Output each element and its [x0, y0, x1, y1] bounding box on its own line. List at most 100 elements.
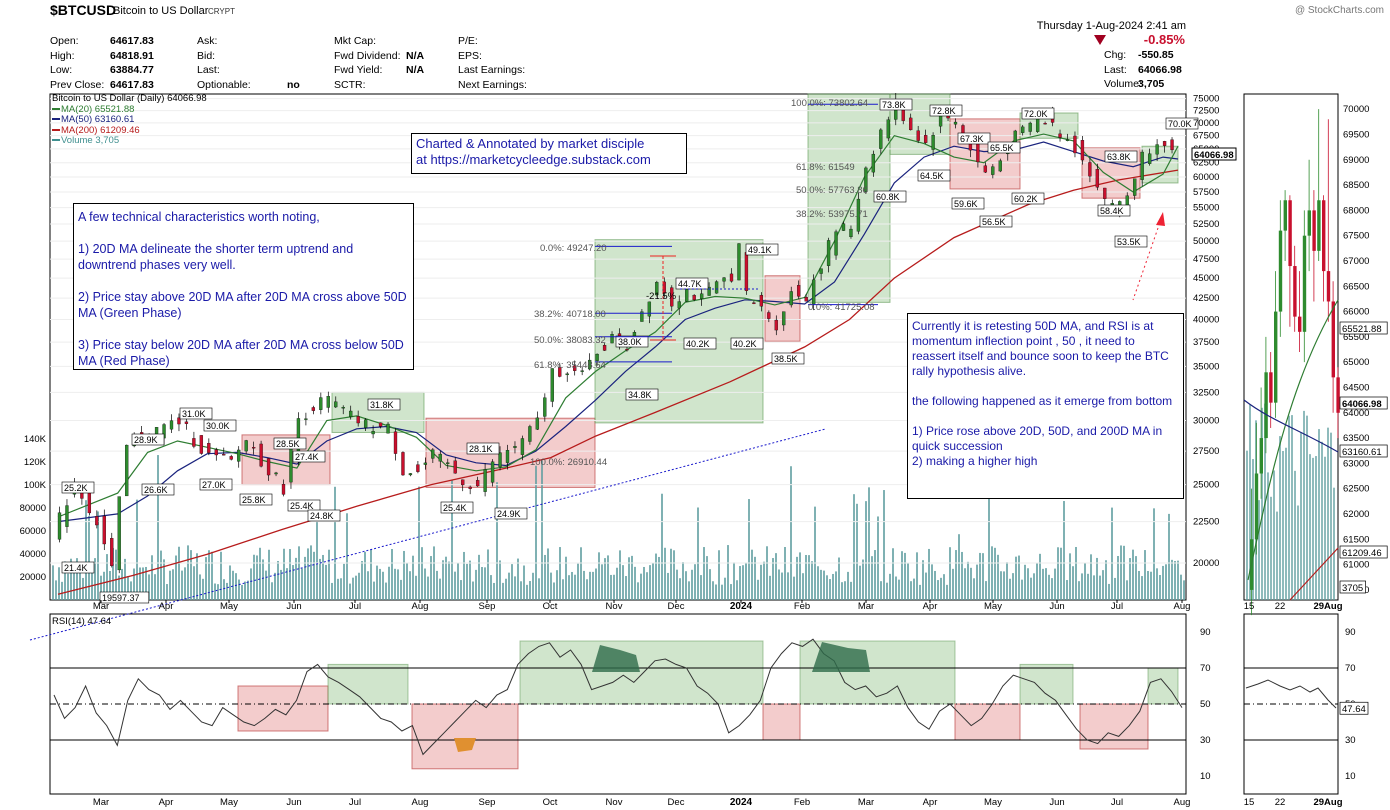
quote-label: Fwd Dividend:: [334, 49, 401, 62]
zoom-candle-body: [1336, 377, 1340, 413]
volume-bar: [697, 507, 699, 600]
candle-body: [640, 311, 644, 322]
price-label-box: [307, 509, 341, 522]
zoom-x-label-rsi: 29Aug: [1313, 797, 1342, 808]
quote-value: no: [287, 78, 300, 91]
volume-bar: [745, 562, 747, 600]
volume-bar: [589, 571, 591, 600]
volume-bar: [823, 570, 825, 600]
volume-bar: [811, 561, 813, 600]
candle-body: [647, 301, 652, 317]
quote-row: Low: 63884.77: [50, 63, 154, 78]
volume-bar: [142, 567, 144, 600]
price-axis-tick: 25000: [1193, 480, 1219, 491]
volume-bar: [898, 579, 900, 600]
candle-body: [692, 295, 696, 301]
stockcharts-credit[interactable]: @ StockCharts.com: [1294, 5, 1384, 16]
volume-bar: [181, 570, 183, 600]
volume-bar: [952, 568, 954, 600]
rsi-axis-tick: 90: [1200, 627, 1211, 638]
volume-bar: [583, 570, 585, 600]
volume-bar: [481, 567, 483, 600]
zoom-axis-tick: 64000: [1343, 408, 1369, 419]
zoom-volume-bar: [1327, 427, 1329, 600]
volume-bar: [394, 568, 396, 600]
datetime: Thursday 1-Aug-2024 2:41 am: [1036, 20, 1186, 32]
volume-bar: [151, 555, 153, 600]
price-label-box: [287, 499, 321, 512]
legend-item: Volume 3,705: [52, 135, 207, 147]
candle-body: [199, 435, 204, 454]
volume-bar: [226, 582, 228, 600]
volume-bar: [883, 490, 885, 600]
volume-bar: [502, 582, 504, 600]
candle-body: [811, 279, 816, 305]
candle-body: [744, 252, 749, 291]
volume-bar: [595, 568, 597, 600]
zoom-rsi-tick: 70: [1345, 663, 1356, 674]
chart-legend: Bitcoin to US Dollar (Daily) 64066.98 MA…: [52, 93, 207, 147]
volume-bar: [520, 581, 522, 600]
volume-bar: [106, 554, 108, 600]
volume-bar: [274, 572, 276, 600]
volume-bar: [247, 580, 249, 600]
red-phase-box: [425, 417, 596, 488]
zoom-rsi-tag: 47.64: [1342, 704, 1366, 715]
price-axis-tick: 55000: [1193, 203, 1219, 214]
volume-bar: [337, 578, 339, 600]
candle-body: [856, 198, 861, 232]
candle-body: [1043, 122, 1047, 125]
price-label: 26.6K: [144, 485, 168, 495]
volume-bar: [886, 582, 888, 600]
volume-bar: [961, 551, 963, 600]
volume-bar: [190, 550, 192, 600]
volume-bar: [283, 548, 285, 600]
volume-bar: [940, 577, 942, 600]
price-label-box: [879, 98, 913, 111]
candle-body: [1140, 151, 1144, 180]
zoom-candle-body: [1298, 316, 1302, 332]
candle-body: [214, 449, 218, 456]
volume-bar: [682, 562, 684, 600]
price-label: 58.4K: [1100, 206, 1124, 216]
volume-bar: [508, 572, 510, 600]
volume-bar: [184, 567, 186, 600]
zoom-x-label: 22: [1275, 601, 1286, 612]
candle-body: [1058, 133, 1062, 138]
volume-bar: [757, 579, 759, 600]
volume-bar: [88, 515, 90, 600]
volume-bar: [316, 508, 318, 600]
price-label-box: [1011, 192, 1045, 205]
volume-bar: [700, 575, 702, 600]
volume-bar: [382, 571, 384, 600]
candle-body: [535, 417, 540, 430]
volume-bar: [844, 581, 846, 600]
volume-bar: [874, 550, 876, 600]
volume-bar: [850, 581, 852, 600]
price-label-box: [625, 388, 659, 401]
volume-bar: [1120, 545, 1122, 600]
candle-body: [431, 449, 435, 459]
x-axis-label-rsi: Aug: [412, 797, 429, 808]
candle-body: [393, 431, 398, 454]
zoom-volume-bar: [1315, 456, 1317, 600]
candle-body: [304, 418, 308, 420]
volume-bar: [853, 494, 855, 600]
volume-bar: [679, 578, 681, 600]
candle-body: [685, 288, 689, 302]
zoom-candle-body: [1322, 200, 1326, 272]
notes-right-1: Currently it is retesting 50D MA, and RS…: [912, 319, 1169, 378]
price-label: 38.5K: [774, 354, 798, 364]
price-label-box: [179, 407, 213, 420]
volume-bar: [532, 572, 534, 600]
volume-bar: [418, 486, 420, 600]
volume-bar: [652, 563, 654, 600]
quote-label: Optionable:: [197, 78, 251, 91]
volume-bar: [52, 565, 54, 600]
volume-bar: [235, 573, 237, 600]
quote-row: Optionable: no: [197, 78, 300, 93]
price-label-box: [615, 335, 649, 348]
quote-label: Low:: [50, 64, 73, 76]
x-axis-label-rsi: Feb: [794, 797, 810, 808]
volume-bar: [220, 551, 222, 600]
